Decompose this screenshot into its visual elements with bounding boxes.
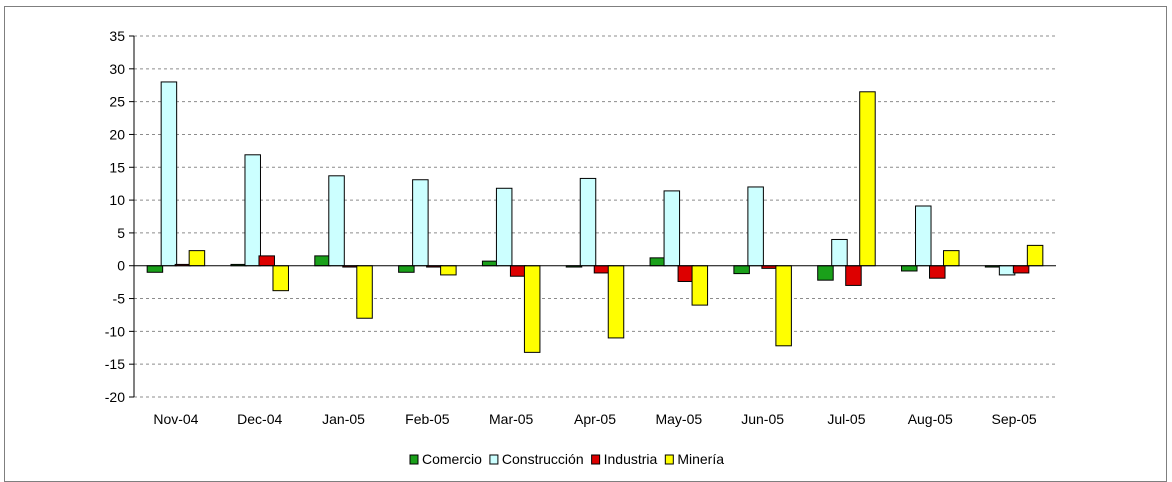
bar-miner-a-nov-04 xyxy=(188,250,206,267)
legend-swatch xyxy=(409,454,419,465)
x-tick-label: Sep-05 xyxy=(992,411,1037,427)
y-tick-label: 35 xyxy=(109,28,125,44)
bar-construcci-n-apr-05 xyxy=(579,177,597,267)
legend-label: Comercio xyxy=(422,451,482,467)
y-tick-label: -15 xyxy=(105,356,125,372)
bar-comercio-jan-05 xyxy=(314,255,331,267)
bar-miner-a-jan-05 xyxy=(356,265,373,319)
legend-item-comercio: Comercio xyxy=(409,451,482,467)
legend-swatch xyxy=(489,454,499,465)
bar-miner-a-apr-05 xyxy=(607,265,625,339)
x-tick-label: Jun-05 xyxy=(741,411,784,427)
bar-industria-sep-05 xyxy=(1012,265,1030,274)
bar-industria-apr-05 xyxy=(593,265,611,274)
bar-miner-a-mar-05 xyxy=(523,265,541,353)
bar-miner-a-feb-05 xyxy=(440,265,457,276)
bars xyxy=(146,81,1044,353)
legend-item-industria: Industria xyxy=(591,451,658,467)
bar-miner-a-may-05 xyxy=(691,265,709,306)
x-tick-label: Apr-05 xyxy=(574,411,616,427)
x-tick-label: May-05 xyxy=(655,411,702,427)
bar-industria-mar-05 xyxy=(509,265,527,277)
bar-construcci-n-jul-05 xyxy=(831,238,848,267)
x-tick-label: Nov-04 xyxy=(153,411,198,427)
bar-industria-may-05 xyxy=(677,265,695,282)
bar-construcci-n-may-05 xyxy=(663,190,681,267)
bar-construcci-n-feb-05 xyxy=(412,179,429,267)
y-tick-label: -10 xyxy=(105,323,125,339)
bar-miner-a-sep-05 xyxy=(1026,244,1044,267)
x-tick-label: Dec-04 xyxy=(237,411,282,427)
x-tick-label: Mar-05 xyxy=(489,411,534,427)
bar-industria-jul-05 xyxy=(845,265,862,286)
bar-comercio-nov-04 xyxy=(146,265,164,273)
bar-comercio-mar-05 xyxy=(481,260,499,267)
bar-industria-aug-05 xyxy=(929,265,946,279)
y-tick-label: 20 xyxy=(109,126,125,142)
axes xyxy=(133,36,1056,397)
bar-construcci-n-mar-05 xyxy=(495,187,513,267)
bar-construcci-n-aug-05 xyxy=(915,205,932,267)
x-tick-label: Jan-05 xyxy=(322,411,365,427)
y-tick-label: 30 xyxy=(109,61,125,77)
bar-comercio-jul-05 xyxy=(817,265,834,281)
bar-construcci-n-dec-04 xyxy=(244,154,261,267)
legend-item-construcci-n: Construcción xyxy=(489,451,584,467)
y-tick-label: -5 xyxy=(113,291,126,307)
bar-miner-a-jul-05 xyxy=(859,91,876,267)
legend-label: Minería xyxy=(677,451,724,467)
y-axis-ticks: 35 30 25 20 15 10 5 0 -5 -10 -15 -20 xyxy=(105,28,134,405)
y-tick-label: 5 xyxy=(117,225,125,241)
legend-swatch xyxy=(591,454,601,465)
y-tick-label: -20 xyxy=(105,389,125,405)
bar-construcci-n-nov-04 xyxy=(160,81,178,267)
bar-miner-a-aug-05 xyxy=(943,250,960,267)
gridlines xyxy=(134,35,1056,398)
bar-construcci-n-sep-05 xyxy=(998,265,1016,276)
bar-comercio-aug-05 xyxy=(901,265,918,272)
legend-item-miner-a: Minería xyxy=(664,451,724,467)
legend-swatch xyxy=(664,454,674,465)
x-axis-ticks: Nov-04 Dec-04 Jan-05 Feb-05 Mar-05 Apr-05 May-… xyxy=(153,411,1037,427)
bar-comercio-jun-05 xyxy=(733,265,750,275)
legend-label: Industria xyxy=(604,451,658,467)
y-tick-label: 0 xyxy=(117,258,125,274)
bar-industria-dec-04 xyxy=(258,255,275,267)
bar-construcci-n-jan-05 xyxy=(328,175,345,267)
bar-comercio-may-05 xyxy=(649,257,667,267)
bar-comercio-feb-05 xyxy=(398,265,415,273)
bar-construcci-n-jun-05 xyxy=(747,186,764,267)
y-tick-label: 25 xyxy=(109,94,125,110)
bar-miner-a-jun-05 xyxy=(775,265,792,347)
legend: Comercio Construcción Industria Minería xyxy=(409,451,724,467)
y-tick-label: 10 xyxy=(109,192,125,208)
x-tick-label: Feb-05 xyxy=(405,411,450,427)
legend-label: Construcción xyxy=(502,451,584,467)
x-tick-label: Aug-05 xyxy=(908,411,953,427)
y-tick-label: 15 xyxy=(109,159,125,175)
bar-miner-a-dec-04 xyxy=(272,265,289,292)
x-tick-label: Jul-05 xyxy=(827,411,865,427)
